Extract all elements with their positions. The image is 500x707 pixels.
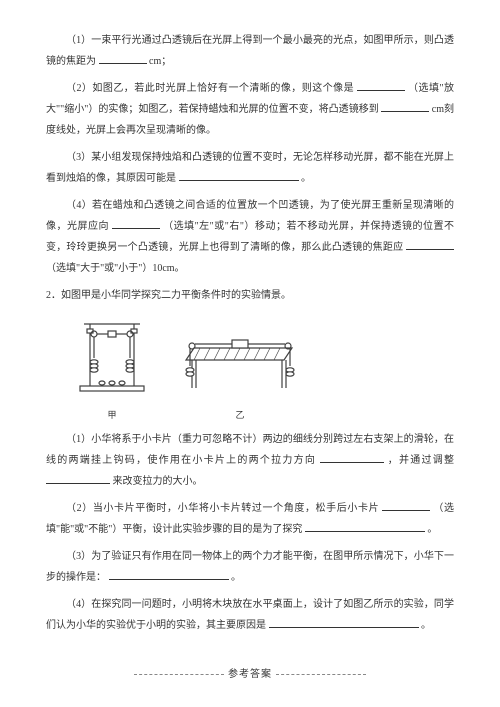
apparatus-a-icon: [74, 314, 150, 396]
q1-p2a-text: （2）如图乙，若此时光屏上恰好有一个清晰的像，则这个像是: [66, 83, 354, 94]
blank-8[interactable]: [46, 475, 110, 484]
q2-p2a-text: （2）当小卡片平衡时，小华将小卡片转过一个角度，松手后小卡片: [66, 503, 379, 514]
q2-p1: （1）小华将系于小卡片（重力可忽略不计）两边的细线分别跨过左右支架上的滑轮，在线…: [46, 429, 454, 492]
q1-p1b-text: cm；: [149, 56, 171, 67]
footer-answers: 参考答案: [46, 664, 454, 685]
q1-p3b-text: 。: [301, 173, 311, 184]
q1-p1: （1）一束平行光通过凸透镜后在光屏上得到一个最小最亮的光点，如图甲所示，则凸透镜…: [46, 30, 454, 72]
q2-p4b-text: 。: [421, 620, 431, 631]
blank-2[interactable]: [357, 82, 405, 91]
q2-p1c-text: 来改变拉力的大小。: [113, 476, 203, 487]
q2-p2: （2）当小卡片平衡时，小华将小卡片转过一个角度，松手后小卡片 （选填"能"或"不…: [46, 498, 454, 540]
q2-p4: （4）在探究同一问题时，小明将木块放在水平桌面上，设计了如图乙所示的实验，同学们…: [46, 594, 454, 636]
q1-p4: （4）若在蜡烛和凸透镜之间合适的位置放一个凹透镜，为了使光屏王重新呈现清晰的像，…: [46, 195, 454, 279]
q1-p4c-text: （选填"大于"或"小于"）10cm。: [46, 263, 185, 274]
figure-b-group: 乙: [180, 330, 300, 425]
blank-3[interactable]: [381, 103, 429, 112]
blank-1[interactable]: [99, 55, 147, 64]
q2-p2c-text: 。: [427, 524, 437, 535]
blank-6[interactable]: [406, 241, 454, 250]
blank-10[interactable]: [305, 523, 425, 532]
q2-p3: （3）为了验证只有作用在同一物体上的两个力才能平衡，在图甲所示情况下，小华下一步…: [46, 546, 454, 588]
apparatus-b-icon: [180, 330, 300, 396]
q2-p3b-text: 。: [231, 572, 241, 583]
q1-p2: （2）如图乙，若此时光屏上恰好有一个清晰的像，则这个像是 （选填"放大""缩小"…: [46, 78, 454, 141]
figure-a-caption: 甲: [74, 406, 150, 425]
q2-p1b-text: ，并通过调整: [388, 455, 454, 466]
q2-title: 2．如图甲是小华同学探究二力平衡条件时的实验情景。: [46, 285, 454, 306]
blank-7[interactable]: [320, 454, 384, 463]
figure-a-group: 甲: [74, 314, 150, 425]
blank-11[interactable]: [109, 571, 229, 580]
figure-b-caption: 乙: [180, 406, 300, 425]
blank-12[interactable]: [269, 619, 419, 628]
q2-p3a-text: （3）为了验证只有作用在同一物体上的两个力才能平衡，在图甲所示情况下，小华下一步…: [46, 551, 454, 583]
blank-9[interactable]: [382, 502, 430, 511]
q1-p3: （3）某小组发现保持烛焰和凸透镜的位置不变时，无论怎样移动光屏，都不能在光屏上看…: [46, 147, 454, 189]
blank-4[interactable]: [179, 172, 299, 181]
figure-block: 甲: [74, 314, 454, 425]
blank-5[interactable]: [112, 220, 160, 229]
